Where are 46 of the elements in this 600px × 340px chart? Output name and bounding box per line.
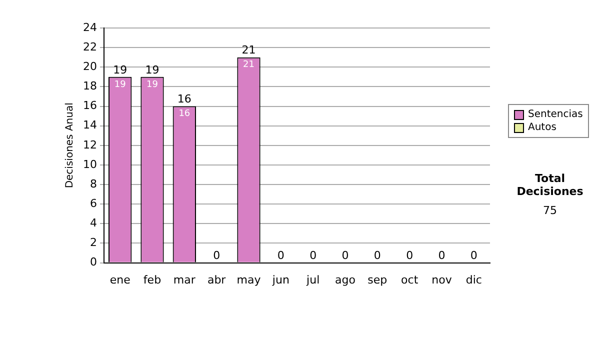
total-label: 19 [145, 63, 160, 76]
y-tick-label: 2 [90, 236, 97, 250]
total-label: 0 [470, 249, 478, 262]
total-label: 21 [242, 44, 256, 57]
total-label: 0 [213, 249, 220, 262]
y-tick-label: 18 [82, 80, 97, 93]
x-tick-label: sep [368, 273, 388, 286]
x-tick-label: nov [432, 273, 452, 286]
x-tick-label: ene [110, 273, 131, 286]
total-label: 0 [438, 249, 446, 262]
data-label: 21 [243, 60, 254, 70]
x-tick-label: oct [401, 273, 419, 286]
x-tick-label: ago [335, 273, 356, 286]
text: Total Decisiones [516, 172, 584, 198]
total-label: 0 [342, 249, 349, 262]
x-tick-label: jul [306, 273, 320, 286]
total-label: 0 [310, 249, 317, 262]
y-axis-title: Decisiones Anual [64, 102, 76, 188]
y-tick-label: 22 [82, 40, 97, 54]
y-tick-label: 12 [82, 138, 97, 152]
x-tick-label: abr [207, 273, 226, 286]
data-label: 16 [178, 109, 190, 120]
legend-label: Sentencias [528, 108, 583, 121]
total-label: 19 [113, 63, 128, 76]
total-label: 16 [177, 92, 192, 106]
legend-label: Autos [528, 121, 556, 134]
y-tick-label: 0 [90, 256, 97, 269]
y-tick-label: 20 [82, 60, 97, 73]
x-tick-label: jun [271, 273, 290, 286]
x-tick-label: dic [466, 273, 482, 286]
y-tick-label: 24 [82, 20, 97, 34]
total-label: 0 [277, 249, 284, 262]
data-label: 19 [114, 80, 126, 90]
total-label: 0 [374, 249, 381, 262]
y-tick-label: 6 [90, 196, 97, 210]
y-tick-label: 8 [90, 177, 97, 190]
y-tick-label: 14 [82, 118, 97, 132]
total-label: 0 [406, 249, 414, 262]
y-tick-label: 4 [90, 216, 97, 230]
x-tick-label: feb [143, 273, 162, 286]
data-label: 19 [146, 80, 158, 90]
x-tick-label: mar [173, 273, 196, 286]
x-tick-label: may [236, 273, 262, 286]
y-tick-label: 16 [82, 99, 97, 112]
text: 75 [542, 204, 558, 217]
y-tick-label: 10 [82, 158, 97, 171]
